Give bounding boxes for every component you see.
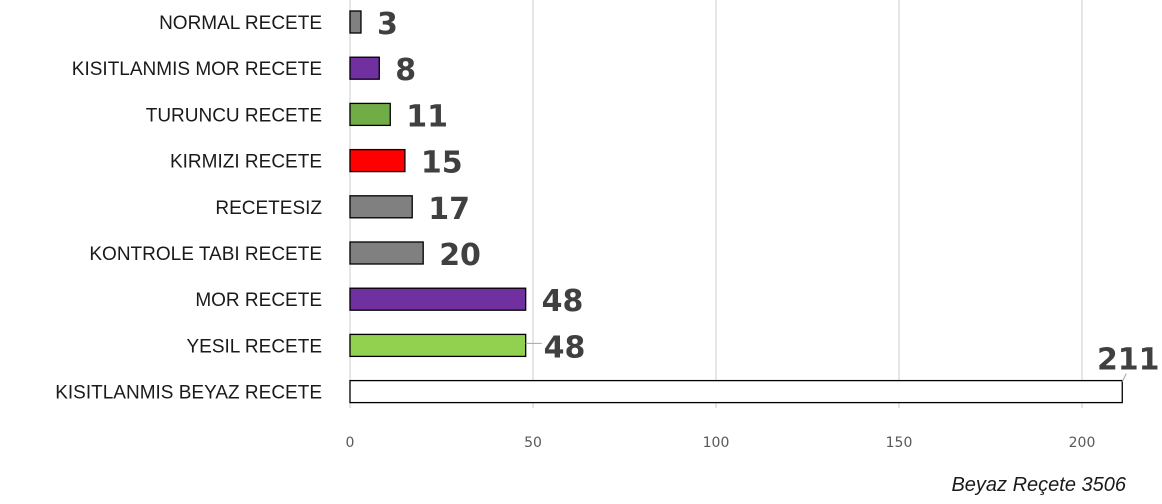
bar-turuncu-recete bbox=[349, 102, 391, 127]
data-label-recetesiz: 17 bbox=[428, 192, 470, 227]
category-label-yesil-recete: YESIL RECETE bbox=[186, 336, 322, 357]
x-tick-0: 0 bbox=[346, 435, 355, 451]
data-label-kirmizi-recete: 15 bbox=[421, 146, 463, 181]
category-label-kirmizi-recete: KIRMIZI RECETE bbox=[170, 152, 322, 173]
bar-yesil-recete bbox=[349, 333, 527, 358]
bar-kisitlanmis-beyaz-recete bbox=[349, 379, 1123, 404]
bar-kisitlanmis-mor-recete bbox=[349, 56, 380, 80]
category-label-kontrole-tabi-recete: KONTROLE TABI RECETE bbox=[89, 244, 322, 265]
category-label-kisitlanmis-beyaz-recete: KISITLANMIS BEYAZ RECETE bbox=[55, 383, 322, 404]
bar-recetesiz bbox=[349, 195, 413, 219]
data-label-kisitlanmis-mor-recete: 8 bbox=[395, 53, 416, 88]
bars bbox=[349, 10, 1123, 404]
data-label-mor-recete: 48 bbox=[542, 284, 584, 319]
category-label-normal-recete: NORMAL RECETE bbox=[159, 13, 322, 34]
category-label-mor-recete: MOR RECETE bbox=[195, 290, 322, 311]
data-label-turuncu-recete: 11 bbox=[406, 99, 448, 134]
data-label-kisitlanmis-beyaz-recete: 211 bbox=[1097, 343, 1160, 378]
bar-kontrole-tabi-recete bbox=[349, 241, 424, 265]
footnote: Beyaz Reçete 3506 bbox=[951, 474, 1126, 496]
bar-kirmizi-recete bbox=[349, 148, 406, 173]
x-tick-labels: 0 50 100 150 200 bbox=[346, 435, 1096, 451]
bar-mor-recete bbox=[349, 287, 527, 311]
x-tick-150: 150 bbox=[886, 435, 913, 451]
category-labels: NORMAL RECETE KISITLANMIS MOR RECETE TURUN… bbox=[55, 13, 322, 404]
data-label-yesil-recete: 48 bbox=[544, 330, 586, 365]
data-labels: 3 8 11 15 17 20 48 48 211 bbox=[377, 7, 1160, 382]
data-label-kontrole-tabi-recete: 20 bbox=[439, 238, 481, 273]
x-tick-200: 200 bbox=[1069, 435, 1096, 451]
category-label-turuncu-recete: TURUNCU RECETE bbox=[146, 105, 322, 126]
bar-normal-recete bbox=[349, 10, 362, 34]
data-label-normal-recete: 3 bbox=[377, 7, 398, 42]
category-label-recetesiz: RECETESIZ bbox=[215, 198, 322, 219]
x-tick-100: 100 bbox=[703, 435, 730, 451]
leader-line-kisitlanmis-beyaz-recete bbox=[1121, 373, 1127, 382]
category-label-kisitlanmis-mor-recete: KISITLANMIS MOR RECETE bbox=[72, 59, 322, 80]
x-tick-50: 50 bbox=[524, 435, 542, 451]
